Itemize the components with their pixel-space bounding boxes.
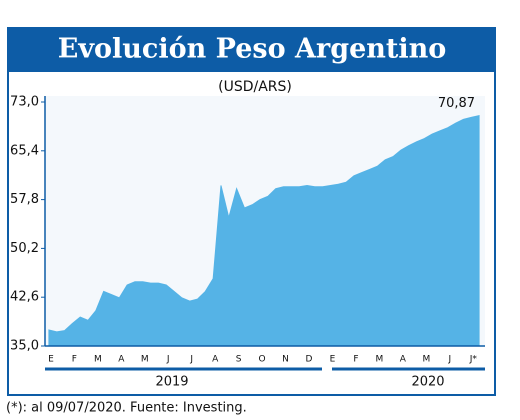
x-tick-label: M xyxy=(422,355,430,365)
y-tick-label: 35,0 xyxy=(10,339,39,354)
year-label: 2019 xyxy=(155,375,188,390)
x-tick-label: F xyxy=(72,355,77,365)
x-tick-label: E xyxy=(48,355,54,365)
x-tick-label: N xyxy=(282,355,289,365)
x-tick-label: A xyxy=(400,355,407,365)
area xyxy=(48,115,480,347)
x-tick-label: A xyxy=(118,355,125,365)
y-tick-label: 50,2 xyxy=(10,241,39,256)
y-tick-label: 65,4 xyxy=(10,143,39,158)
x-tick-label: D xyxy=(306,355,313,365)
footnote: (*): al 09/07/2020. Fuente: Investing. xyxy=(6,401,247,416)
x-tick-label: S xyxy=(236,355,242,365)
chart-subtitle: (USD/ARS) xyxy=(218,79,292,95)
x-tick-label: J xyxy=(447,355,451,365)
value-label: 70,87 xyxy=(438,96,475,111)
chart-title: Evolución Peso Argentino xyxy=(58,34,447,65)
x-tick-label: J xyxy=(189,355,193,365)
x-tick-label: M xyxy=(94,355,102,365)
x-tick-label: O xyxy=(259,355,266,365)
y-tick-label: 57,8 xyxy=(10,192,39,207)
x-tick-label: E xyxy=(330,355,336,365)
year-label: 2020 xyxy=(411,375,444,390)
x-tick-label: J xyxy=(166,355,170,365)
x-tick-label: J* xyxy=(469,355,478,365)
x-tick-label: F xyxy=(353,355,358,365)
x-tick-label: M xyxy=(141,355,149,365)
x-tick-label: A xyxy=(212,355,219,365)
x-tick-label: M xyxy=(376,355,384,365)
y-tick-label: 42,6 xyxy=(10,290,39,305)
y-tick-label: 73,0 xyxy=(10,95,39,110)
header-bar xyxy=(8,28,495,72)
